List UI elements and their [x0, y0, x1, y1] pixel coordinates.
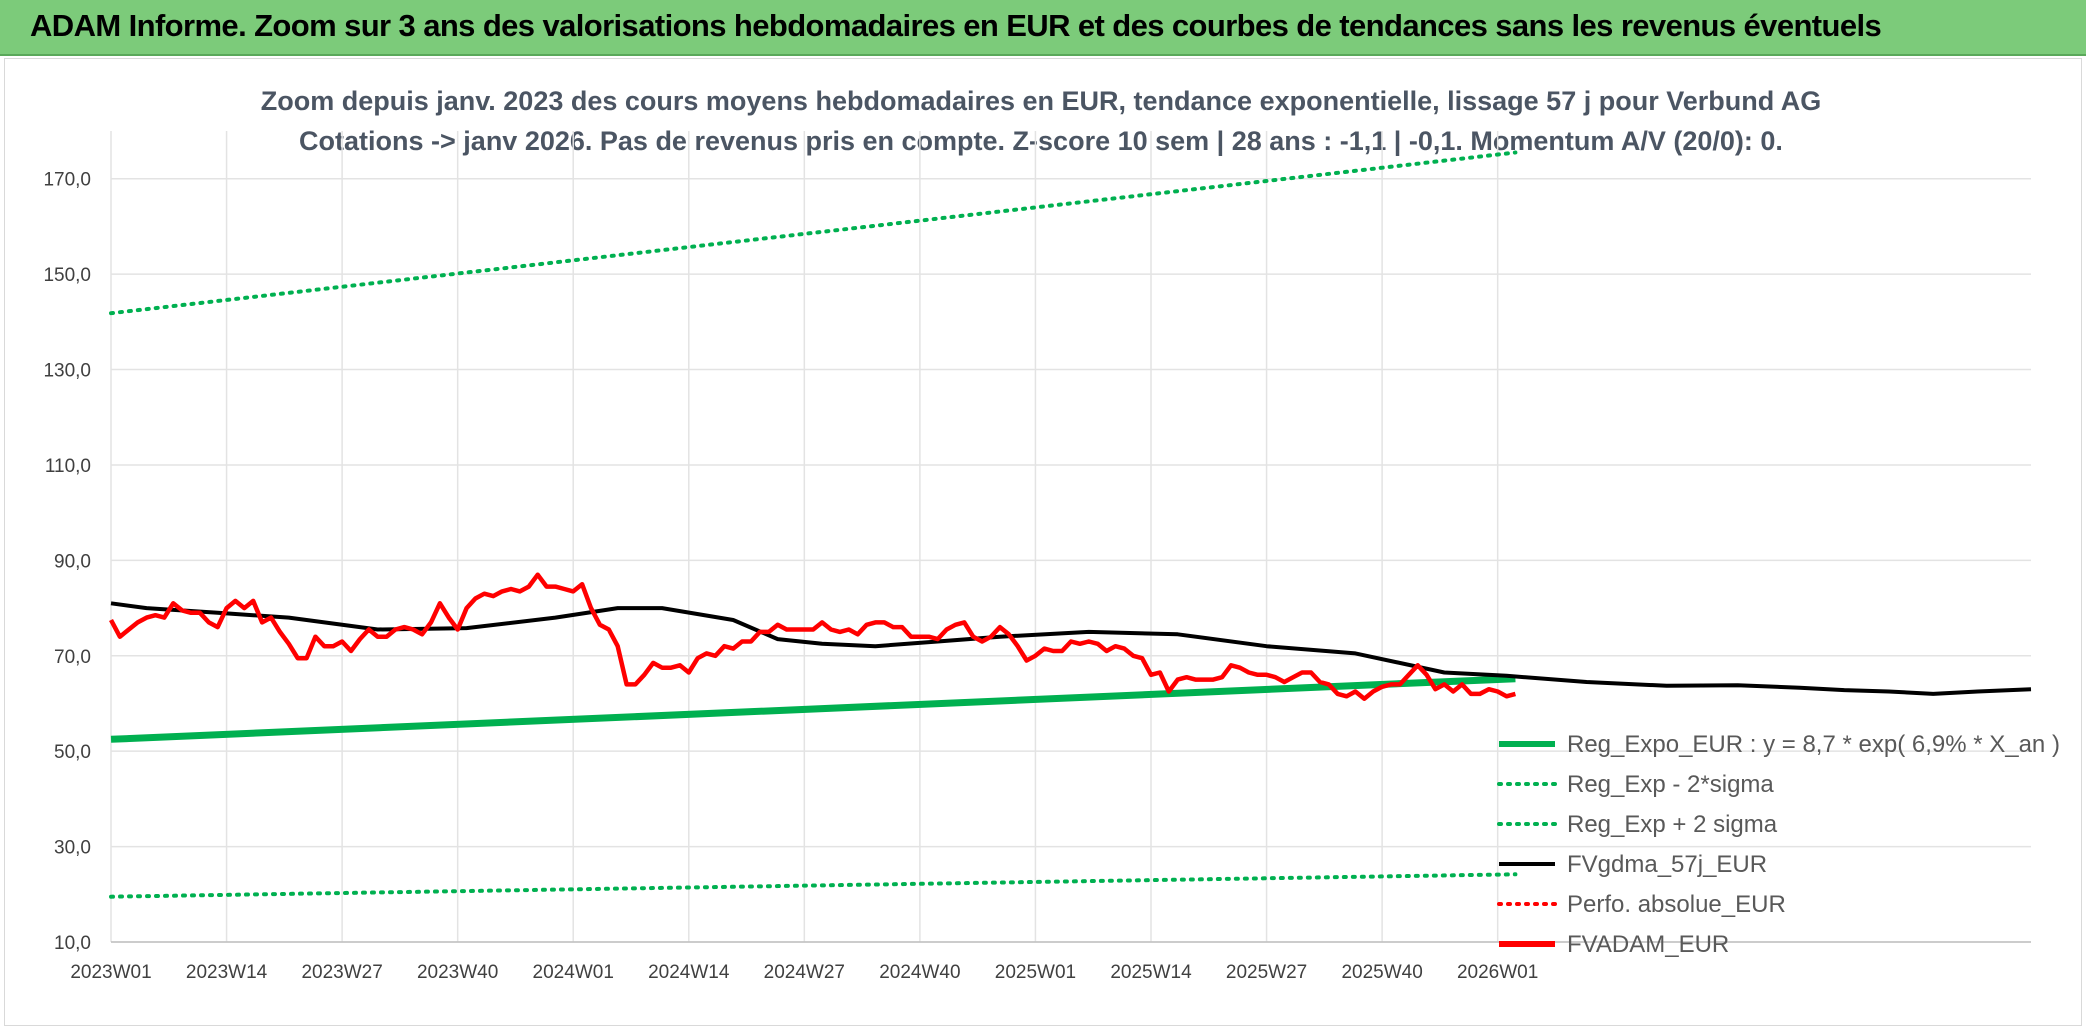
x-tick-label: 2025W01 — [995, 962, 1076, 983]
x-tick-label: 2024W14 — [648, 962, 730, 983]
y-tick-label: 30,0 — [54, 838, 91, 859]
x-tick-label: 2026W01 — [1457, 962, 1538, 983]
series-line-fvgdma-57j-eur — [110, 601, 2032, 696]
x-tick-label: 2023W27 — [301, 962, 382, 983]
x-tick-label: 2023W01 — [70, 962, 151, 983]
x-tick-label: 2024W40 — [879, 962, 960, 983]
series-line-reg-exp — [109, 872, 1518, 899]
report-banner: ADAM Informe. Zoom sur 3 ans des valoris… — [0, 0, 2086, 56]
chart-subtitle: Cotations -> janv 2026. Pas de revenus p… — [299, 126, 1783, 156]
y-tick-label: 10,0 — [54, 933, 91, 954]
legend-item-label: Perfo. absolue_EUR — [1567, 891, 1786, 918]
x-tick-label: 2023W14 — [186, 962, 268, 983]
gridlines — [110, 131, 2031, 943]
series-line-fvadam-eur — [109, 572, 1516, 701]
line-chart: Zoom depuis janv. 2023 des cours moyens … — [43, 86, 2060, 983]
x-tick-label: 2024W01 — [533, 962, 614, 983]
x-tick-label: 2025W27 — [1226, 962, 1307, 983]
y-tick-label: 110,0 — [45, 456, 91, 477]
series-line-reg-exp — [109, 150, 1518, 316]
x-tick-label: 2023W40 — [417, 962, 498, 983]
y-tick-label: 170,0 — [43, 170, 91, 191]
y-tick-label: 50,0 — [54, 742, 91, 763]
y-tick-label: 150,0 — [43, 265, 91, 286]
chart-frame: Zoom depuis janv. 2023 des cours moyens … — [4, 58, 2082, 1026]
x-tick-label: 2024W27 — [764, 962, 845, 983]
y-tick-label: 70,0 — [54, 647, 91, 668]
legend-item-label: Reg_Exp - 2*sigma — [1567, 771, 1774, 798]
axis-labels: 10,0 30,0 50,0 70,0 90,0 110,0 130,0 150,0 170,0… — [43, 170, 2031, 983]
legend: Reg_Expo_EUR : y = 8,7 * exp( 6,9% * X_a… — [1497, 731, 2060, 958]
x-tick-label: 2025W14 — [1110, 962, 1192, 983]
report-title: ADAM Informe. Zoom sur 3 ans des valoris… — [30, 8, 1882, 43]
y-tick-label: 90,0 — [54, 551, 91, 572]
series-line-reg-expo-eur — [110, 675, 1516, 743]
legend-item-label: FVgdma_57j_EUR — [1567, 851, 1767, 878]
series-group — [109, 150, 2032, 899]
legend-item-label: FVADAM_EUR — [1567, 931, 1729, 958]
x-tick-label: 2025W40 — [1341, 962, 1422, 983]
legend-item-label: Reg_Expo_EUR : y = 8,7 * exp( 6,9% * X_a… — [1567, 731, 2060, 758]
legend-item-label: Reg_Exp + 2 sigma — [1567, 811, 1778, 838]
y-tick-label: 130,0 — [43, 361, 91, 382]
chart-title: Zoom depuis janv. 2023 des cours moyens … — [261, 86, 1821, 116]
